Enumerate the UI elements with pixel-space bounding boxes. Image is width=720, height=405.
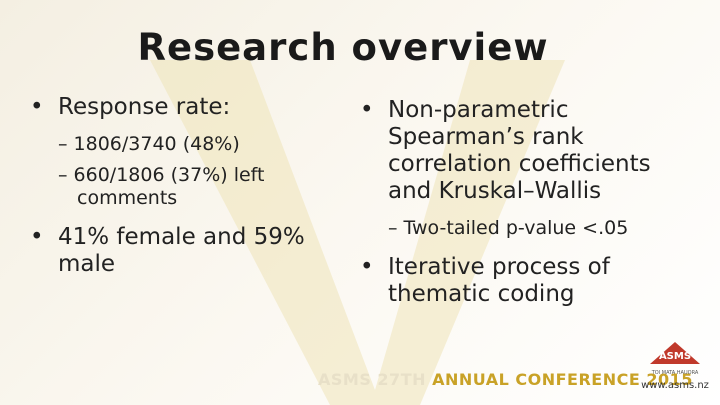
footer: ASMS 27TH ANNUAL CONFERENCE 2015 (318, 370, 693, 389)
logo-mark: ASMS (650, 342, 700, 364)
bullet: 41% female and 59% male (30, 224, 320, 278)
right-column: Non-parametric Spearman’s rank correlati… (360, 97, 670, 308)
logo: ASMS TOI MATA HAUORA www.asms.nz (640, 340, 710, 391)
bullet: Non-parametric Spearman’s rank correlati… (360, 97, 670, 205)
sub-bullet: – 1806/3740 (48%) (58, 133, 240, 155)
bullet: Iterative process of thematic coding (360, 254, 670, 308)
title: Research overview (137, 26, 549, 69)
logo-name: ASMS (659, 351, 691, 362)
footer-text: ASMS 27TH (318, 370, 426, 389)
left-column: Response rate: – 1806/3740 (48%) – 660/180… (30, 94, 320, 278)
sub-bullet: – Two-tailed p-value <.05 (388, 217, 629, 239)
bullet: Response rate: (30, 94, 320, 121)
sub-bullet: – 660/1806 (37%) left comments (58, 164, 265, 209)
footer-text: ANNUAL CONFERENCE 2015 (432, 370, 693, 389)
logo-url: www.asms.nz (641, 380, 709, 391)
logo-tagline: TOI MATA HAUORA (651, 370, 699, 376)
